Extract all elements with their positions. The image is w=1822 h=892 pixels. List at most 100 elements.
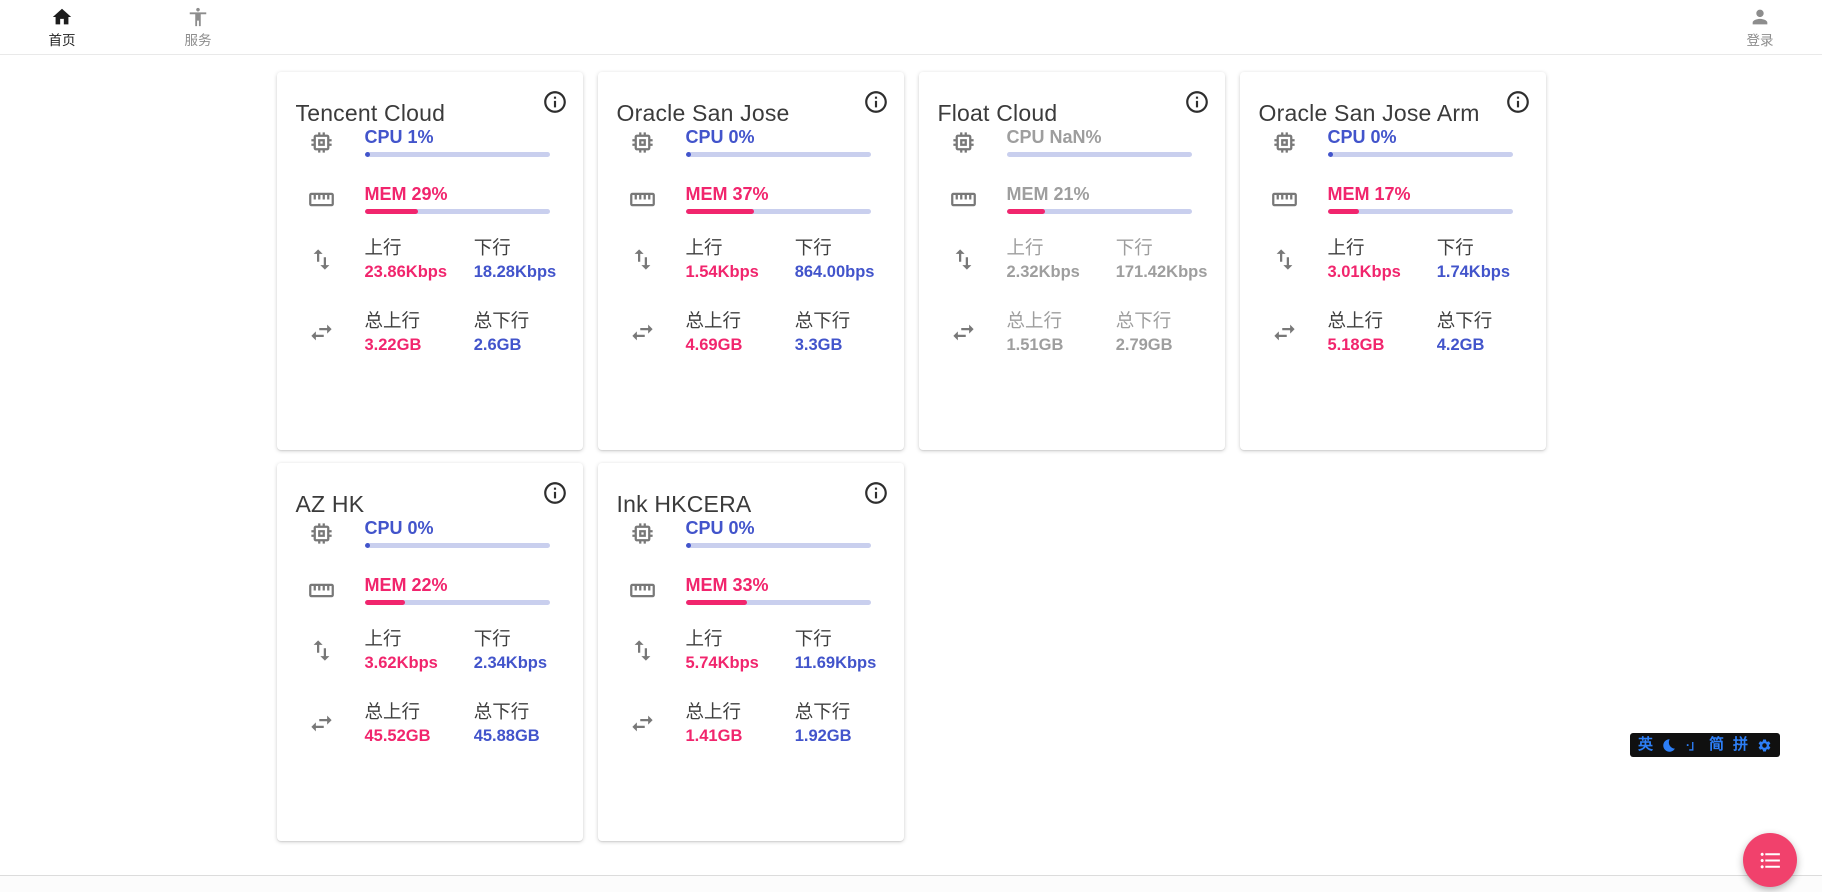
mem-metric-row: MEM 33% <box>598 575 904 605</box>
info-icon[interactable] <box>542 89 568 115</box>
cpu-usage-label: CPU 0% <box>685 518 755 538</box>
nav-item-login[interactable]: 登录 <box>1728 6 1792 49</box>
network-total-columns: 总上行 3.22GB 总下行 2.6GB <box>365 310 575 355</box>
upload-column: 上行 1.54Kbps <box>686 237 795 282</box>
mem-metric-body: MEM 37% <box>685 184 871 214</box>
ruler-icon <box>629 186 656 213</box>
total-download-label: 总下行 <box>794 701 851 722</box>
network-speed-columns: 上行 3.62Kbps 下行 2.34Kbps <box>365 628 575 673</box>
mem-metric-row: MEM 37% <box>598 184 904 214</box>
info-icon[interactable] <box>1505 89 1531 115</box>
network-speed-columns: 上行 1.54Kbps 下行 864.00bps <box>686 237 896 282</box>
network-speed-row: 上行 3.62Kbps 下行 2.34Kbps <box>277 628 583 673</box>
cpu-metric-row: CPU 0% <box>277 518 583 548</box>
home-icon <box>52 8 72 24</box>
server-name: Oracle San Jose Arm <box>1258 100 1480 126</box>
cpu-usage-label: CPU NaN% <box>1006 127 1102 147</box>
upload-column: 上行 23.86Kbps <box>365 237 474 282</box>
cpu-metric-body: CPU 0% <box>685 127 871 157</box>
upload-label: 上行 <box>685 628 723 649</box>
info-icon[interactable] <box>863 89 889 115</box>
server-name: Float Cloud <box>937 100 1058 126</box>
card-header: Oracle San Jose Arm <box>1240 72 1546 127</box>
info-icon[interactable] <box>863 480 889 506</box>
cpu-progress-bar <box>364 152 550 157</box>
card-header: Float Cloud <box>919 72 1225 127</box>
nav-item-home[interactable]: 首页 <box>30 6 94 49</box>
download-label: 下行 <box>1115 237 1153 258</box>
server-card: Float Cloud CPU NaN% MEM 21% <box>918 72 1225 450</box>
nav-item-services[interactable]: 服务 <box>166 6 230 49</box>
ime-simplified-button[interactable]: 简 <box>1708 736 1724 753</box>
nav-right: 登录 <box>1728 6 1792 49</box>
list-icon <box>1760 852 1780 868</box>
total-download-value: 1.92GB <box>794 727 852 745</box>
cpu-progress-fill <box>364 152 370 157</box>
main-content: Tencent Cloud CPU 1% MEM 29% <box>276 72 1546 841</box>
cpu-chip-icon <box>950 129 977 156</box>
download-column: 下行 1.74Kbps <box>1437 237 1538 282</box>
total-upload-label: 总上行 <box>364 701 421 722</box>
swap-vertical-icon <box>1271 246 1298 273</box>
accessibility-icon <box>189 7 207 26</box>
total-upload-column: 总上行 1.51GB <box>1007 310 1116 355</box>
total-upload-value: 3.22GB <box>364 336 422 354</box>
ime-language-button[interactable]: 英 <box>1637 736 1653 753</box>
swap-horizontal-icon <box>629 319 656 346</box>
mem-usage-label: MEM 17% <box>1327 184 1411 204</box>
cpu-metric-row: CPU NaN% <box>919 127 1225 157</box>
total-upload-value: 45.52GB <box>364 727 431 745</box>
cpu-usage-label: CPU 0% <box>1327 127 1397 147</box>
ruler-icon <box>950 186 977 213</box>
cpu-metric-body: CPU NaN% <box>1006 127 1192 157</box>
cpu-metric-row: CPU 0% <box>1240 127 1546 157</box>
total-upload-label: 总上行 <box>1327 310 1384 331</box>
network-total-row: 总上行 45.52GB 总下行 45.88GB <box>277 701 583 746</box>
server-card: AZ HK CPU 0% MEM 22% <box>276 463 583 841</box>
nav-item-label: 登录 <box>1746 32 1774 48</box>
total-upload-value: 1.41GB <box>685 727 743 745</box>
mem-progress-fill <box>1006 209 1046 214</box>
upload-column: 上行 2.32Kbps <box>1007 237 1116 282</box>
ime-pinyin-button[interactable]: 拼 <box>1732 736 1748 753</box>
ime-punctuation-button[interactable]: ·」 <box>1685 738 1701 752</box>
total-upload-label: 总上行 <box>685 310 742 331</box>
cpu-progress-fill <box>685 543 691 548</box>
network-speed-row: 上行 3.01Kbps 下行 1.74Kbps <box>1240 237 1546 282</box>
network-total-row: 总上行 4.69GB 总下行 3.3GB <box>598 310 904 355</box>
download-label: 下行 <box>473 237 511 258</box>
download-column: 下行 2.34Kbps <box>474 628 575 673</box>
download-value: 171.42Kbps <box>1115 263 1208 281</box>
total-upload-value: 1.51GB <box>1006 336 1064 354</box>
upload-value: 1.54Kbps <box>685 263 759 281</box>
network-total-row: 总上行 1.51GB 总下行 2.79GB <box>919 310 1225 355</box>
info-icon[interactable] <box>542 480 568 506</box>
app-bar: 首页 服务 登录 <box>0 0 1822 55</box>
network-total-columns: 总上行 1.51GB 总下行 2.79GB <box>1007 310 1217 355</box>
gear-icon[interactable] <box>1757 738 1772 753</box>
cpu-usage-label: CPU 1% <box>364 127 434 147</box>
server-card: Oracle San Jose Arm CPU 0% MEM 17% <box>1239 72 1546 450</box>
upload-label: 上行 <box>685 237 723 258</box>
nav-left: 首页 服务 <box>30 6 230 49</box>
total-download-value: 2.6GB <box>473 336 522 354</box>
server-name: Tencent Cloud <box>295 100 446 126</box>
download-column: 下行 18.28Kbps <box>474 237 575 282</box>
card-header: Tencent Cloud <box>277 72 583 127</box>
mem-metric-body: MEM 21% <box>1006 184 1192 214</box>
total-download-column: 总下行 45.88GB <box>474 701 575 746</box>
mem-progress-bar <box>364 600 550 605</box>
upload-label: 上行 <box>364 237 402 258</box>
moon-icon[interactable] <box>1662 738 1677 753</box>
network-total-row: 总上行 3.22GB 总下行 2.6GB <box>277 310 583 355</box>
network-total-columns: 总上行 5.18GB 总下行 4.2GB <box>1328 310 1538 355</box>
ruler-icon <box>308 186 335 213</box>
mem-metric-body: MEM 29% <box>364 184 550 214</box>
mem-progress-bar <box>1327 209 1513 214</box>
cpu-metric-body: CPU 0% <box>364 518 550 548</box>
server-list-fab[interactable] <box>1743 833 1797 887</box>
upload-label: 上行 <box>1327 237 1365 258</box>
info-icon[interactable] <box>1184 89 1210 115</box>
swap-horizontal-icon <box>1271 319 1298 346</box>
mem-usage-label: MEM 21% <box>1006 184 1090 204</box>
